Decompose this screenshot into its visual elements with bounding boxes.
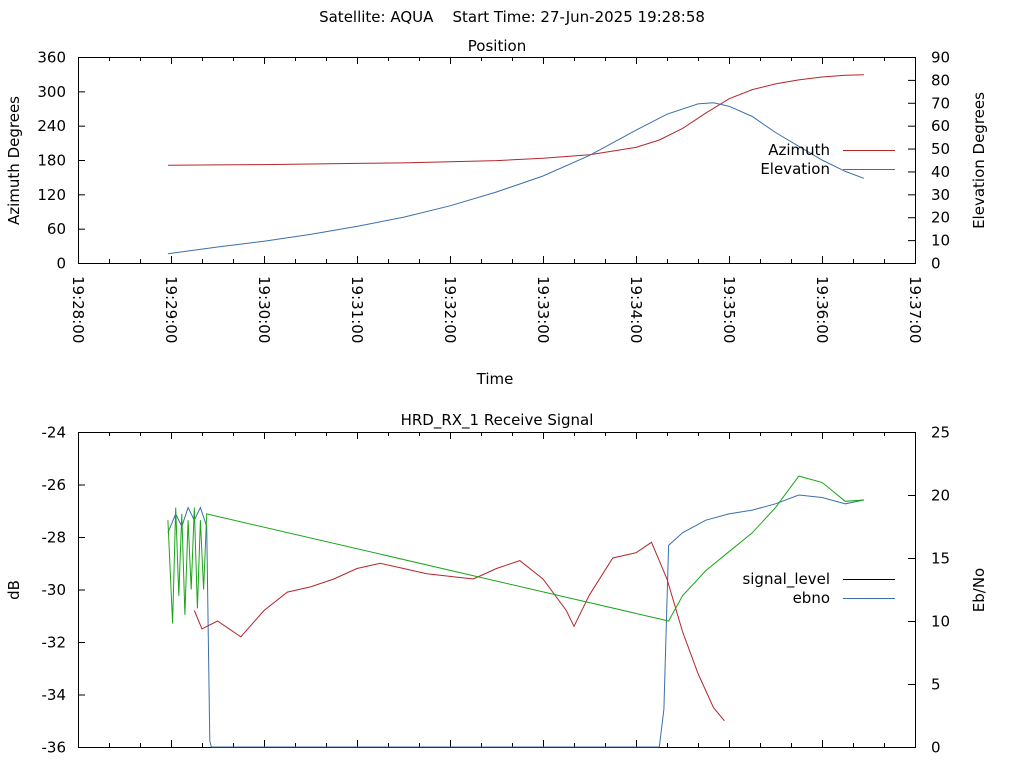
y-tick-label: -30 bbox=[42, 581, 67, 599]
y-tick-label: -34 bbox=[42, 686, 67, 704]
y-tick-label: -32 bbox=[42, 634, 67, 652]
receive-signal-y2-axis-label: Eb/No bbox=[970, 568, 988, 612]
y2-tick-label: 10 bbox=[931, 232, 950, 250]
y2-tick-label: 50 bbox=[931, 140, 950, 158]
y2-tick-label: 15 bbox=[931, 550, 950, 568]
y2-tick-label: 20 bbox=[931, 209, 950, 227]
position-ticks: 19:28:00 19:29:00 19:30:00 19:31:00 19:32:00… bbox=[37, 49, 950, 344]
ebno-line bbox=[167, 494, 865, 748]
receive-signal-plot-frame bbox=[78, 432, 916, 748]
azimuth-line bbox=[167, 74, 864, 166]
y2-tick-label: 20 bbox=[931, 487, 950, 505]
legend-label: Elevation bbox=[760, 160, 830, 178]
x-tick-label: 19:32:00 bbox=[441, 276, 459, 343]
receive-signal-chart: HRD_RX_1 Receive Signal -24-26-28-30-32-… bbox=[5, 411, 988, 757]
y-tick-label: 180 bbox=[37, 152, 66, 170]
receive-signal-ticks: -24 -26 -28 -30 -32 -34 -36 0 5 10 15 20 25 bbox=[42, 424, 951, 757]
x-tick-label: 19:28:00 bbox=[69, 276, 87, 343]
y2-tick-label: 5 bbox=[931, 676, 941, 694]
y2-tick-label: 90 bbox=[931, 49, 950, 67]
y2-tick-label: 40 bbox=[931, 163, 950, 181]
y2-tick-label: 10 bbox=[931, 613, 950, 631]
position-y-axis-label: Azimuth Degrees bbox=[5, 96, 23, 225]
y-tick-label: 240 bbox=[37, 117, 66, 135]
y-tick-label: -28 bbox=[42, 529, 67, 547]
page-title: Satellite: AQUA Start Time: 27-Jun-2025 … bbox=[319, 8, 705, 26]
position-lines bbox=[167, 74, 865, 255]
legend-label: Azimuth bbox=[768, 141, 830, 159]
y-tick-label: 120 bbox=[37, 186, 66, 204]
x-tick-label: 19:36:00 bbox=[813, 276, 831, 343]
y-tick-label: 300 bbox=[37, 83, 66, 101]
y2-tick-label: 80 bbox=[931, 71, 950, 89]
y-tick-label: 360 bbox=[37, 49, 66, 67]
position-chart-title: Position bbox=[468, 37, 526, 55]
receive-signal-lines bbox=[167, 475, 865, 748]
x-tick-label: 19:37:00 bbox=[906, 276, 924, 343]
y-tick-label: -24 bbox=[42, 424, 67, 442]
y-tick-label: 60 bbox=[47, 220, 66, 238]
x-tick-label: 19:33:00 bbox=[534, 276, 552, 343]
y-tick-label: -36 bbox=[42, 739, 67, 757]
x-tick-label: 19:31:00 bbox=[348, 276, 366, 343]
legend-label: ebno bbox=[793, 589, 830, 607]
position-x-axis-label: Time bbox=[476, 370, 514, 388]
y2-tick-label: 25 bbox=[931, 424, 950, 442]
y-tick-label: 0 bbox=[56, 255, 66, 273]
x-tick-label: 19:35:00 bbox=[720, 276, 738, 343]
series-3-line bbox=[167, 475, 864, 624]
y2-tick-label: 60 bbox=[931, 117, 950, 135]
y2-tick-label: 30 bbox=[931, 186, 950, 204]
x-tick-label: 19:29:00 bbox=[162, 276, 180, 343]
y-tick-label: -26 bbox=[42, 476, 67, 494]
x-tick-label: 19:30:00 bbox=[255, 276, 273, 343]
y2-tick-label: 70 bbox=[931, 94, 950, 112]
legend-label: signal_level bbox=[742, 570, 830, 589]
y2-tick-label: 0 bbox=[931, 739, 941, 757]
receive-signal-chart-title: HRD_RX_1 Receive Signal bbox=[401, 411, 594, 430]
y2-tick-label: 0 bbox=[931, 255, 941, 273]
elevation-line bbox=[167, 102, 865, 255]
x-tick-label: 19:34:00 bbox=[627, 276, 645, 343]
receive-signal-y-axis-label: dB bbox=[5, 580, 23, 600]
series-2-line bbox=[193, 541, 725, 722]
position-chart: Position 19:28:00 19:29:00 19:30:00 19:31:0… bbox=[5, 37, 988, 388]
position-y2-axis-label: Elevation Degrees bbox=[970, 92, 988, 229]
